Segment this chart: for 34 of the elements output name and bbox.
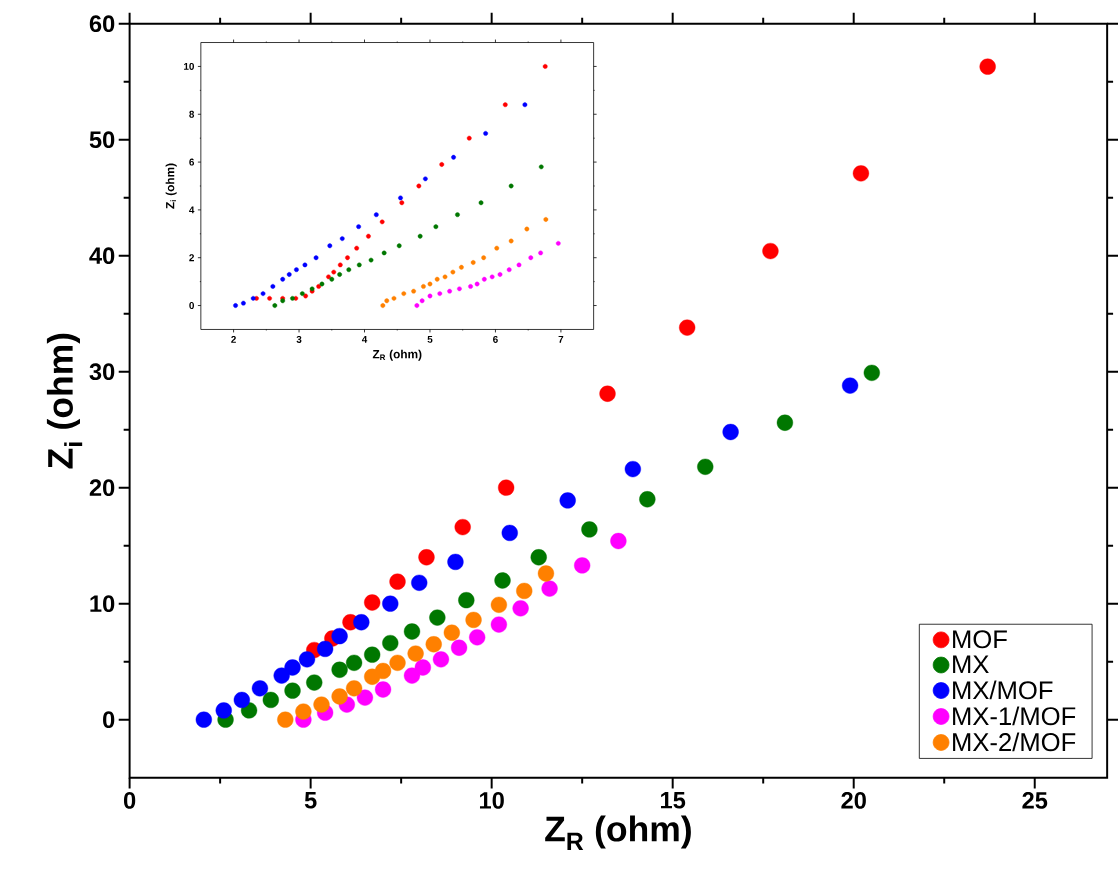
x-tick-label: 0 [123, 791, 136, 809]
y-tick-label: 0 [189, 301, 194, 309]
x-tick-label: 3 [296, 335, 302, 343]
x-tick-label: 10 [479, 791, 504, 809]
y-tick-label: 10 [184, 62, 194, 70]
y-tick-label: 8 [189, 110, 195, 118]
y-tick-label: 0 [103, 711, 115, 728]
x-tick-label: 5 [427, 335, 433, 343]
y-tick-label: 2 [189, 254, 194, 261]
y-tick-label: 60 [89, 15, 115, 32]
x-tick-label: 4 [361, 335, 368, 343]
x-tick-label: 20 [841, 791, 866, 809]
x-axis-title: Z$_{R}$ (ohm) [372, 349, 422, 361]
y-axis-title: Z$_{i}$ (ohm) [46, 333, 83, 469]
y-tick-label: 30 [89, 363, 115, 380]
y-axis-title: Z$_{i}$ (ohm) [165, 163, 177, 209]
x-tick-label: 7 [558, 335, 564, 343]
legend-label: MX-1/MOF [953, 706, 1076, 726]
y-tick-label: 10 [90, 595, 115, 612]
x-axis-title: Z$_{R}$ (ohm) [545, 815, 691, 850]
y-tick-label: 4 [189, 206, 195, 214]
y-tick-label: 6 [189, 158, 195, 166]
legend-label: MX [953, 655, 989, 673]
y-tick-label: 40 [89, 247, 115, 264]
x-tick-label: 6 [493, 335, 498, 343]
y-tick-label: 20 [89, 479, 115, 496]
x-tick-label: 2 [231, 335, 236, 343]
x-tick-label: 5 [304, 791, 317, 809]
x-tick-label: 15 [661, 791, 686, 809]
y-tick-label: 50 [89, 131, 115, 148]
legend-label: MX-2/MOF [953, 732, 1076, 752]
legend-label: MOF [953, 629, 1007, 649]
x-tick-label: 25 [1022, 791, 1048, 809]
legend-label: MX/MOF [953, 680, 1053, 700]
